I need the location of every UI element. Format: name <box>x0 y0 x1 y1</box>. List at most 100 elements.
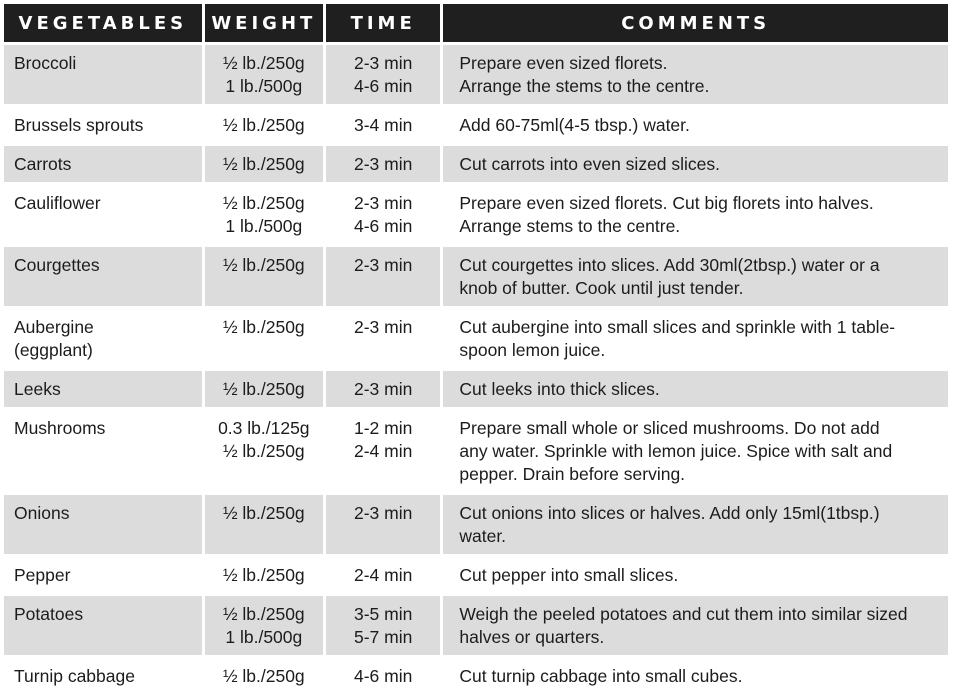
time-cell-line: 4-6 min <box>354 76 413 96</box>
weight-cell-line: 0.3 lb./125g <box>218 418 310 438</box>
table-row: Leeks ½ lb./250g 2-3 min Cut leeks into thi… <box>4 371 948 407</box>
comment-cell: Cut aubergine into small slices and spri… <box>443 309 948 368</box>
table-row: Carrots ½ lb./250g 2-3 min Cut carrots into… <box>4 146 948 182</box>
time-cell-line: 3-5 min <box>354 604 413 624</box>
weight-cell-line: ½ lb./250g <box>222 666 305 686</box>
vegetable-cell: Turnip cabbage <box>4 658 202 694</box>
time-cell-line: 2-4 min <box>354 565 413 585</box>
time-cell: 2-4 min <box>326 557 441 593</box>
weight-cell: ½ lb./250g 1 lb./500g <box>204 185 323 244</box>
comment-cell-line: halves or quarters. <box>459 627 605 647</box>
vegetable-cell-line: Aubergine <box>14 317 94 337</box>
table-row: Turnip cabbage ½ lb./250g 4-6 min Cut turni… <box>4 658 948 694</box>
comment-cell-line: Cut leeks into thick slices. <box>459 379 660 399</box>
time-cell: 2-3 min <box>326 146 441 182</box>
time-cell-line: 2-3 min <box>354 53 413 73</box>
weight-cell-line: ½ lb./250g <box>222 441 305 461</box>
vegetable-cell-line: (eggplant) <box>14 340 93 360</box>
table-row: Mushrooms 0.3 lb./125g ½ lb./250g 1-2 min 2-… <box>4 410 948 492</box>
weight-cell-line: ½ lb./250g <box>222 565 305 585</box>
weight-cell: ½ lb./250g <box>204 371 323 407</box>
table-body: Broccoli ½ lb./250g 1 lb./500g 2-3 min 4-6 m… <box>4 45 948 694</box>
weight-cell-line: 1 lb./500g <box>225 216 303 236</box>
time-cell: 3-4 min <box>326 107 441 143</box>
comment-cell-line: Arrange stems to the centre. <box>459 216 681 236</box>
comment-cell: Cut carrots into even sized slices. <box>443 146 948 182</box>
weight-cell: ½ lb./250g <box>204 309 323 368</box>
table-row: Cauliflower ½ lb./250g 1 lb./500g 2-3 min 4-… <box>4 185 948 244</box>
vegetable-cell-line: Carrots <box>14 154 72 174</box>
weight-cell-line: 1 lb./500g <box>225 76 303 96</box>
comment-cell-line: Cut pepper into small slices. <box>459 565 679 585</box>
vegetable-cell: Onions <box>4 495 202 554</box>
comment-cell: Prepare small whole or sliced mushrooms.… <box>443 410 948 492</box>
weight-cell-line: ½ lb./250g <box>222 604 305 624</box>
comment-cell: Cut courgettes into slices. Add 30ml(2tb… <box>443 247 948 306</box>
time-cell: 1-2 min 2-4 min <box>326 410 441 492</box>
time-cell: 2-3 min 4-6 min <box>326 45 441 104</box>
comment-cell: Prepare even sized florets. Cut big flor… <box>443 185 948 244</box>
table-row: Potatoes ½ lb./250g 1 lb./500g 3-5 min 5-7 m… <box>4 596 948 655</box>
time-cell-line: 2-3 min <box>354 379 413 399</box>
weight-cell: ½ lb./250g <box>204 107 323 143</box>
weight-cell: ½ lb./250g <box>204 557 323 593</box>
comment-cell-line: Prepare even sized florets. Cut big flor… <box>459 193 874 213</box>
comment-cell-line: any water. Sprinkle with lemon juice. Sp… <box>459 441 893 461</box>
vegetable-cell: Potatoes <box>4 596 202 655</box>
time-cell-line: 2-3 min <box>354 317 413 337</box>
comment-cell-line: Cut courgettes into slices. Add 30ml(2tb… <box>459 255 880 275</box>
weight-cell-line: ½ lb./250g <box>222 503 305 523</box>
time-cell-line: 2-4 min <box>354 441 413 461</box>
time-cell: 2-3 min <box>326 495 441 554</box>
weight-cell-line: ½ lb./250g <box>222 379 305 399</box>
vegetable-cell-line: Pepper <box>14 565 71 585</box>
comment-cell: Cut leeks into thick slices. <box>443 371 948 407</box>
comment-cell-line: Weigh the peeled potatoes and cut them i… <box>459 604 908 624</box>
header-vegetables: VEGETABLES <box>4 4 202 42</box>
weight-cell-line: 1 lb./500g <box>225 627 303 647</box>
header-time: TIME <box>326 4 441 42</box>
comment-cell-line: Cut aubergine into small slices and spri… <box>459 317 896 337</box>
time-cell-line: 1-2 min <box>354 418 413 438</box>
time-cell: 2-3 min 4-6 min <box>326 185 441 244</box>
table-header-row: VEGETABLES WEIGHT TIME COMMENTS <box>4 4 948 42</box>
vegetable-cell-line: Brussels sprouts <box>14 115 144 135</box>
vegetable-cell: Aubergine (eggplant) <box>4 309 202 368</box>
time-cell-line: 5-7 min <box>354 627 413 647</box>
table-row: Onions ½ lb./250g 2-3 min Cut onions into s… <box>4 495 948 554</box>
comment-cell-line: water. <box>459 526 507 546</box>
vegetable-cell: Leeks <box>4 371 202 407</box>
vegetable-cell-line: Leeks <box>14 379 61 399</box>
time-cell-line: 3-4 min <box>354 115 413 135</box>
table-row: Courgettes ½ lb./250g 2-3 min Cut courgette… <box>4 247 948 306</box>
time-cell: 2-3 min <box>326 247 441 306</box>
comment-cell: Add 60-75ml(4-5 tbsp.) water. <box>443 107 948 143</box>
time-cell: 2-3 min <box>326 309 441 368</box>
weight-cell: ½ lb./250g <box>204 495 323 554</box>
weight-cell: ½ lb./250g 1 lb./500g <box>204 596 323 655</box>
comment-cell: Weigh the peeled potatoes and cut them i… <box>443 596 948 655</box>
time-cell: 3-5 min 5-7 min <box>326 596 441 655</box>
comment-cell: Cut turnip cabbage into small cubes. <box>443 658 948 694</box>
weight-cell: ½ lb./250g 1 lb./500g <box>204 45 323 104</box>
vegetable-cell: Courgettes <box>4 247 202 306</box>
time-cell-line: 2-3 min <box>354 503 413 523</box>
comment-cell-line: knob of butter. Cook until just tender. <box>459 278 744 298</box>
vegetable-cell: Pepper <box>4 557 202 593</box>
table-row: Brussels sprouts ½ lb./250g 3-4 min Add 60-… <box>4 107 948 143</box>
time-cell-line: 4-6 min <box>354 216 413 236</box>
table-row: Broccoli ½ lb./250g 1 lb./500g 2-3 min 4-6 m… <box>4 45 948 104</box>
vegetable-cell: Carrots <box>4 146 202 182</box>
vegetable-cell-line: Courgettes <box>14 255 100 275</box>
comment-cell-line: Cut carrots into even sized slices. <box>459 154 721 174</box>
vegetable-cell-line: Broccoli <box>14 53 77 73</box>
weight-cell-line: ½ lb./250g <box>222 53 305 73</box>
weight-cell: ½ lb./250g <box>204 247 323 306</box>
time-cell-line: 4-6 min <box>354 666 413 686</box>
vegetable-cell-line: Mushrooms <box>14 418 106 438</box>
table-row: Pepper ½ lb./250g 2-4 min Cut pepper into s… <box>4 557 948 593</box>
header-weight: WEIGHT <box>204 4 323 42</box>
vegetable-cell-line: Cauliflower <box>14 193 101 213</box>
weight-cell-line: ½ lb./250g <box>222 317 305 337</box>
vegetable-cell-line: Turnip cabbage <box>14 666 135 686</box>
